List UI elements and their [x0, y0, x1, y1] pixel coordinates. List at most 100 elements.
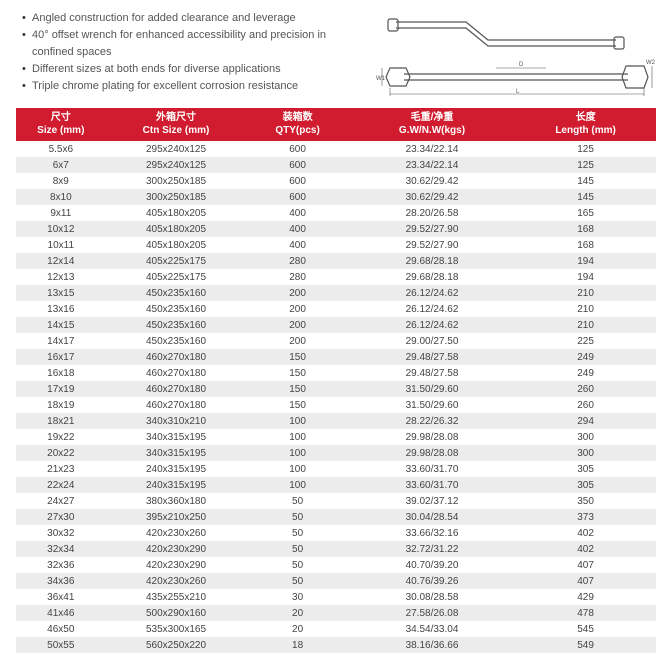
table-cell: 340x310x210 [106, 413, 247, 429]
table-row: 10x11405x180x20540029.52/27.90168 [16, 237, 656, 253]
table-header: 尺寸 Size (mm) 外箱尺寸 Ctn Size (mm) 装箱数 QTY(… [16, 108, 656, 141]
table-cell: 26.12/24.62 [349, 317, 515, 333]
table-cell: 40.70/39.20 [349, 557, 515, 573]
table-cell: 280 [246, 269, 348, 285]
table-row: 18x19460x270x18015031.50/29.60260 [16, 397, 656, 413]
table-cell: 50 [246, 557, 348, 573]
table-row: 13x16450x235x16020026.12/24.62210 [16, 301, 656, 317]
table-cell: 41x46 [16, 605, 106, 621]
table-row: 8x9300x250x18560030.62/29.42145 [16, 173, 656, 189]
table-row: 6x7295x240x12560023.34/22.14125 [16, 157, 656, 173]
table-cell: 26.12/24.62 [349, 301, 515, 317]
table-cell: 8x9 [16, 173, 106, 189]
table-cell: 34x36 [16, 573, 106, 589]
table-cell: 30.08/28.58 [349, 589, 515, 605]
table-cell: 29.98/28.08 [349, 445, 515, 461]
table-cell: 32x34 [16, 541, 106, 557]
table-cell: 20 [246, 621, 348, 637]
table-cell: 28.20/26.58 [349, 205, 515, 221]
table-cell: 33.60/31.70 [349, 461, 515, 477]
table-cell: 30 [246, 589, 348, 605]
table-cell: 249 [515, 365, 656, 381]
table-cell: 17x19 [16, 381, 106, 397]
table-cell: 16x18 [16, 365, 106, 381]
table-row: 46x50535x300x1652034.54/33.04545 [16, 621, 656, 637]
table-cell: 200 [246, 301, 348, 317]
table-cell: 450x235x160 [106, 333, 247, 349]
table-cell: 100 [246, 429, 348, 445]
table-cell: 420x230x290 [106, 541, 247, 557]
table-cell: 23.34/22.14 [349, 157, 515, 173]
table-cell: 407 [515, 557, 656, 573]
table-cell: 22x24 [16, 477, 106, 493]
table-cell: 420x230x260 [106, 525, 247, 541]
table-row: 13x15450x235x16020026.12/24.62210 [16, 285, 656, 301]
table-cell: 300x250x185 [106, 173, 247, 189]
table-cell: 13x16 [16, 301, 106, 317]
table-cell: 27.58/26.08 [349, 605, 515, 621]
table-cell: 373 [515, 509, 656, 525]
table-row: 10x12405x180x20540029.52/27.90168 [16, 221, 656, 237]
table-cell: 12x14 [16, 253, 106, 269]
table-cell: 240x315x195 [106, 461, 247, 477]
table-cell: 29.68/28.18 [349, 269, 515, 285]
table-cell: 300x250x185 [106, 189, 247, 205]
table-cell: 305 [515, 477, 656, 493]
table-cell: 20x22 [16, 445, 106, 461]
table-cell: 405x180x205 [106, 221, 247, 237]
table-cell: 100 [246, 461, 348, 477]
table-cell: 405x180x205 [106, 205, 247, 221]
table-cell: 260 [515, 397, 656, 413]
table-cell: 27x30 [16, 509, 106, 525]
table-cell: 31.50/29.60 [349, 397, 515, 413]
table-cell: 29.52/27.90 [349, 221, 515, 237]
table-cell: 16x17 [16, 349, 106, 365]
table-cell: 405x225x175 [106, 269, 247, 285]
table-cell: 30.62/29.42 [349, 189, 515, 205]
wrench-diagram: W1 W2 D L [376, 8, 656, 98]
th-gw: 毛重/净重 G.W/N.W(kgs) [349, 108, 515, 141]
table-cell: 200 [246, 317, 348, 333]
table-cell: 460x270x180 [106, 381, 247, 397]
table-cell: 429 [515, 589, 656, 605]
table-row: 41x46500x290x1602027.58/26.08478 [16, 605, 656, 621]
table-row: 21x23240x315x19510033.60/31.70305 [16, 461, 656, 477]
table-cell: 150 [246, 381, 348, 397]
table-cell: 460x270x180 [106, 397, 247, 413]
table-cell: 210 [515, 317, 656, 333]
table-cell: 407 [515, 573, 656, 589]
table-cell: 26.12/24.62 [349, 285, 515, 301]
table-cell: 340x315x195 [106, 429, 247, 445]
table-cell: 295x240x125 [106, 157, 247, 173]
table-cell: 14x17 [16, 333, 106, 349]
table-cell: 10x12 [16, 221, 106, 237]
table-cell: 40.76/39.26 [349, 573, 515, 589]
table-cell: 300 [515, 429, 656, 445]
table-row: 9x11405x180x20540028.20/26.58165 [16, 205, 656, 221]
table-cell: 50 [246, 509, 348, 525]
table-cell: 33.60/31.70 [349, 477, 515, 493]
table-row: 12x14405x225x17528029.68/28.18194 [16, 253, 656, 269]
feature-item: Different sizes at both ends for diverse… [22, 61, 364, 78]
table-cell: 46x50 [16, 621, 106, 637]
table-cell: 600 [246, 189, 348, 205]
table-cell: 165 [515, 205, 656, 221]
table-cell: 260 [515, 381, 656, 397]
table-cell: 600 [246, 157, 348, 173]
table-row: 18x21340x310x21010028.22/26.32294 [16, 413, 656, 429]
table-cell: 150 [246, 365, 348, 381]
feature-ul: Angled construction for added clearance … [16, 10, 364, 95]
table-cell: 600 [246, 173, 348, 189]
label-d: D [519, 62, 524, 68]
table-cell: 249 [515, 349, 656, 365]
table-cell: 305 [515, 461, 656, 477]
table-cell: 36x41 [16, 589, 106, 605]
table-cell: 30.62/29.42 [349, 173, 515, 189]
table-row: 32x34420x230x2905032.72/31.22402 [16, 541, 656, 557]
table-cell: 400 [246, 205, 348, 221]
table-cell: 5.5x6 [16, 141, 106, 157]
table-row: 36x41435x255x2103030.08/28.58429 [16, 589, 656, 605]
table-cell: 402 [515, 525, 656, 541]
label-w1: W1 [376, 76, 386, 82]
table-cell: 33.66/32.16 [349, 525, 515, 541]
